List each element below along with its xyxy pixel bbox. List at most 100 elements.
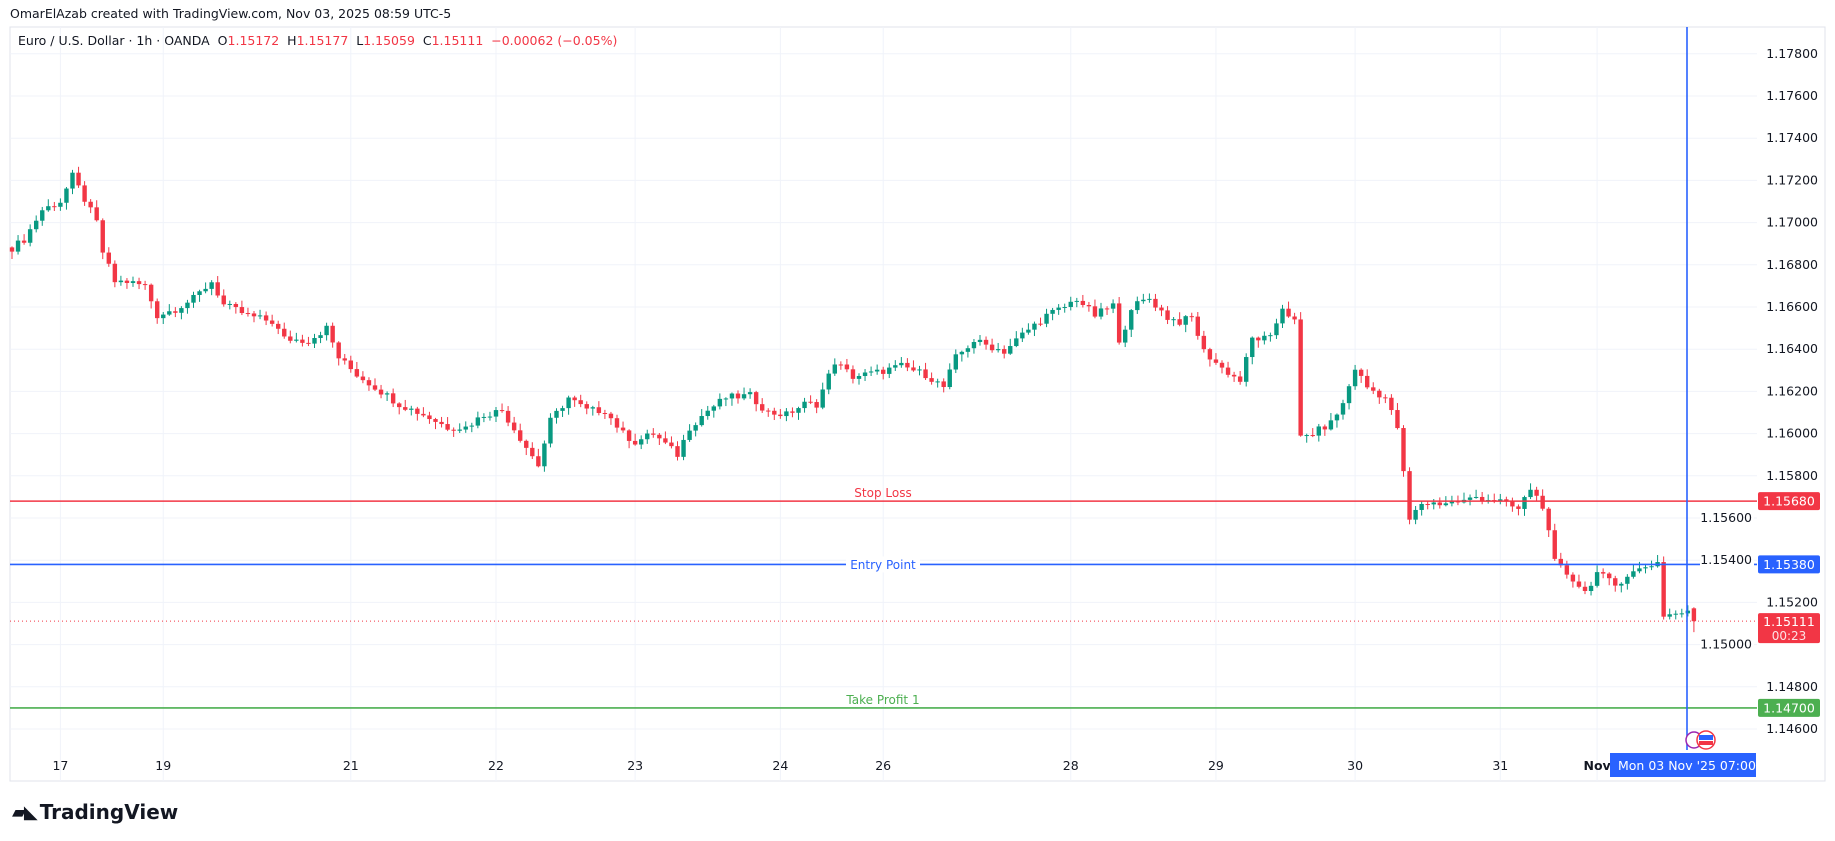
candle-body	[1244, 357, 1249, 382]
candle-body	[832, 364, 837, 374]
candle-body	[1231, 374, 1237, 377]
candle-body	[1280, 308, 1285, 324]
candle-body	[1213, 359, 1219, 363]
candle-body	[269, 320, 275, 324]
candle-body	[1673, 613, 1678, 615]
candle-body	[1594, 572, 1600, 586]
candle-body	[124, 280, 130, 283]
candle-body	[1092, 306, 1098, 317]
crosshair-time-text: Mon 03 Nov '25 07:00	[1618, 758, 1756, 773]
candle-body	[348, 360, 353, 370]
candle-body	[566, 397, 571, 409]
candle-body	[614, 418, 620, 428]
candle-body	[185, 302, 190, 309]
candle-body	[1661, 562, 1666, 617]
candle-body	[1625, 576, 1630, 584]
candle-body	[300, 339, 305, 343]
candle-body	[560, 408, 565, 411]
candle-body	[1479, 496, 1485, 501]
tradingview-logo[interactable]: ▰◣ TradingView	[12, 800, 178, 824]
candle-body	[1431, 502, 1436, 505]
x-tick-label: 26	[875, 758, 891, 773]
candle-body	[1062, 307, 1067, 309]
candle-body	[893, 365, 898, 368]
candle-body	[415, 408, 420, 414]
candle-body	[862, 372, 868, 377]
candle-body	[1498, 499, 1503, 502]
candle-body	[366, 380, 372, 386]
candle-body	[584, 404, 589, 409]
candle-body	[899, 362, 904, 366]
credit-text: OmarElAzab created with TradingView.com,…	[10, 6, 452, 21]
candle-body	[155, 301, 160, 319]
candle-body	[499, 410, 505, 412]
high-label: H	[287, 33, 297, 48]
candle-body	[227, 303, 232, 305]
candle-body	[1340, 403, 1346, 415]
candle-body	[1322, 426, 1328, 430]
candle-body	[511, 422, 517, 431]
candle-body	[1286, 308, 1291, 317]
candle-body	[1558, 558, 1563, 566]
candle-body	[1026, 329, 1031, 333]
candle-body	[88, 201, 93, 208]
candle-body	[887, 367, 892, 374]
candle-body	[100, 220, 105, 253]
symbol-name[interactable]: Euro / U.S. Dollar · 1h · OANDA	[18, 33, 210, 48]
candle-body	[1637, 568, 1642, 572]
candle-body	[572, 397, 577, 401]
stop-loss-price-tag-text: 1.15680	[1763, 494, 1815, 509]
candle-body	[493, 410, 499, 417]
candle-body	[421, 413, 426, 416]
candle-body	[856, 376, 862, 379]
candle-body	[1135, 301, 1140, 311]
candle-body	[439, 421, 444, 425]
high-value: 1.15177	[296, 33, 349, 48]
candle-body	[451, 429, 456, 431]
candle-body	[27, 229, 33, 243]
candle-body	[136, 281, 142, 285]
y-tick-label: 1.15200	[1766, 594, 1818, 609]
candle-body	[384, 393, 390, 395]
candle-body	[608, 413, 614, 419]
candle-body	[245, 313, 251, 315]
candle-body	[959, 351, 965, 355]
candle-body	[1268, 335, 1273, 337]
candle-body	[1068, 301, 1073, 308]
y-tick-label: 1.16400	[1766, 341, 1818, 356]
candle-body	[747, 392, 753, 395]
candle-body	[173, 311, 178, 313]
candle-body	[1528, 489, 1533, 498]
candle-body	[868, 371, 874, 373]
candle-body	[34, 220, 39, 230]
candle-body	[1056, 307, 1061, 310]
candle-body	[1389, 397, 1394, 411]
y-tick-label: 1.17400	[1766, 130, 1818, 145]
candle-body	[1292, 316, 1297, 320]
candle-body	[1165, 310, 1170, 320]
candle-body	[826, 373, 831, 390]
candle-body	[1358, 369, 1364, 376]
candle-body	[687, 430, 692, 440]
candle-body	[844, 364, 850, 370]
candle-body	[76, 172, 81, 186]
candle-body	[1607, 573, 1612, 579]
candle-body	[1262, 335, 1267, 341]
open-label: O	[217, 33, 228, 48]
candle-body	[1098, 308, 1104, 317]
x-tick-label: 19	[155, 758, 171, 773]
x-tick-label: 21	[343, 758, 359, 773]
candle-body	[1613, 578, 1618, 586]
candle-body	[112, 263, 118, 283]
candle-body	[142, 284, 148, 286]
candle-body	[802, 401, 807, 409]
candle-body	[681, 439, 686, 457]
candle-body	[1443, 503, 1449, 506]
candle-body	[1516, 506, 1521, 509]
candle-body	[1419, 503, 1424, 510]
candle-body	[209, 282, 214, 289]
logo-text: TradingView	[39, 800, 179, 824]
candle-body	[167, 311, 172, 315]
